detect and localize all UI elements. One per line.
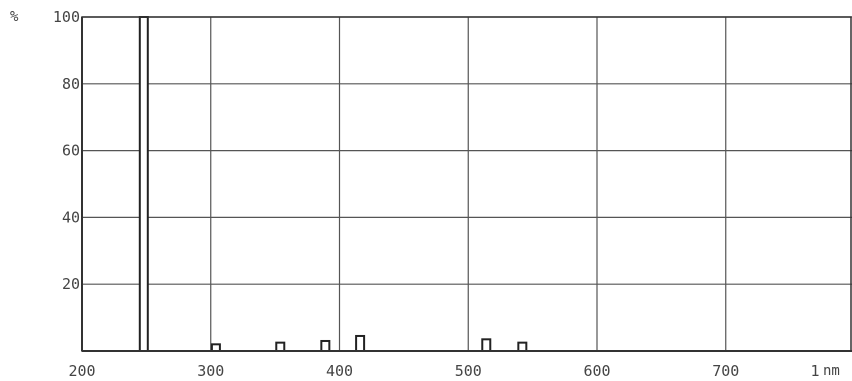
y-tick-label: 60: [62, 142, 80, 160]
y-tick-label: 100: [53, 8, 80, 26]
x-tick-label: 400: [326, 362, 353, 380]
x-tick-label: 600: [583, 362, 610, 380]
axes: [81, 16, 852, 352]
bar: [275, 341, 286, 352]
x-tick-label: 500: [455, 362, 482, 380]
grid-lines: [82, 16, 852, 351]
y-tick-label: 20: [62, 275, 80, 293]
bar: [138, 16, 149, 352]
bar: [355, 334, 366, 353]
y-tick-label: 80: [62, 75, 80, 93]
y-tick-labels: 20 40 60 80 100: [53, 8, 80, 293]
x-tick-label: 1: [810, 362, 819, 380]
x-tick-label: 300: [197, 362, 224, 380]
bar: [517, 341, 528, 352]
x-axis-label: nm: [823, 363, 840, 379]
bar: [481, 338, 492, 352]
x-tick-label: 700: [712, 362, 739, 380]
x-tick-label: 200: [68, 362, 95, 380]
bar: [320, 339, 331, 353]
y-axis-label: %: [10, 9, 19, 25]
bar: [210, 343, 221, 353]
y-tick-label: 40: [62, 208, 80, 226]
plot-frame: [81, 16, 852, 352]
x-tick-labels: 200 300 400 500 600 700 1: [68, 362, 819, 380]
